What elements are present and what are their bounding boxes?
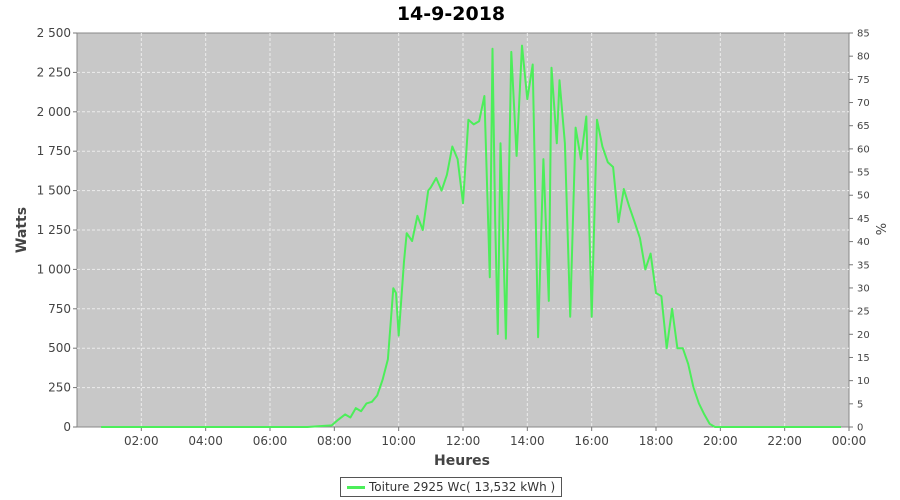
y-right-tick-label: 55 [857, 168, 870, 179]
y-right-tick-label: 50 [857, 191, 870, 202]
y-right-tick-label: 35 [857, 260, 870, 271]
y-right-tick-label: 80 [857, 52, 870, 63]
y-tick-label: 1 500 [37, 184, 71, 198]
y-tick-label: 2 250 [37, 65, 71, 79]
legend: Toiture 2925 Wc( 13,532 kWh ) [340, 477, 563, 497]
y-tick-label: 750 [48, 302, 71, 316]
x-tick-label: 16:00 [574, 434, 609, 448]
x-tick-label: 14:00 [510, 434, 545, 448]
y-right-tick-label: 20 [857, 330, 870, 341]
y-axis-label: Watts [14, 207, 30, 253]
y-right-tick-label: 0 [857, 423, 863, 434]
y-right-tick-label: 70 [857, 98, 870, 109]
x-tick-label: 22:00 [767, 434, 802, 448]
right-y-axis: 0 5 10 15 20 25 30 35 40 45 50 55 60 65 70 75 80 85 [849, 29, 870, 434]
y-tick-label: 2 500 [37, 26, 71, 40]
x-tick-label: 06:00 [253, 434, 288, 448]
y-axis-right-label: % [875, 223, 890, 235]
y-right-tick-label: 85 [857, 29, 870, 40]
y-right-tick-label: 10 [857, 376, 870, 387]
left-y-axis: 0 250 500 750 1 000 1 250 1 500 1 750 2 000 2 250… [37, 26, 77, 434]
x-tick-label: 18:00 [639, 434, 674, 448]
chart-title: 14-9-2018 [397, 3, 505, 25]
x-tick-label: 10:00 [381, 434, 416, 448]
series-layer [101, 44, 841, 428]
x-axis-label: Heures [434, 453, 490, 469]
y-tick-label: 1 250 [37, 223, 71, 237]
x-tick-label: 12:00 [446, 434, 481, 448]
legend-label: Toiture 2925 Wc( 13,532 kWh ) [369, 480, 556, 494]
y-tick-label: 0 [63, 420, 71, 434]
series-line-0 [101, 44, 841, 428]
y-tick-label: 1 000 [37, 262, 71, 276]
y-tick-label: 250 [48, 381, 71, 395]
y-right-tick-label: 75 [857, 75, 870, 86]
y-right-tick-label: 65 [857, 121, 870, 132]
x-tick-label: 04:00 [188, 434, 223, 448]
y-right-tick-label: 5 [857, 399, 863, 410]
x-tick-label: 08:00 [317, 434, 352, 448]
y-tick-label: 2 000 [37, 105, 71, 119]
y-tick-label: 500 [48, 341, 71, 355]
y-tick-label: 1 750 [37, 144, 71, 158]
x-tick-label: 02:00 [124, 434, 159, 448]
x-tick-label: 00:00 [832, 434, 867, 448]
x-tick-label: 20:00 [703, 434, 738, 448]
x-axis: 02:00 04:00 06:00 08:00 10:00 12:00 14:00 16:00… [124, 427, 866, 448]
y-right-tick-label: 40 [857, 237, 870, 248]
y-right-tick-label: 25 [857, 307, 870, 318]
y-right-tick-label: 30 [857, 283, 870, 294]
y-right-tick-label: 15 [857, 353, 870, 364]
y-right-tick-label: 45 [857, 214, 870, 225]
legend-swatch [347, 485, 365, 489]
y-right-tick-label: 60 [857, 144, 870, 155]
